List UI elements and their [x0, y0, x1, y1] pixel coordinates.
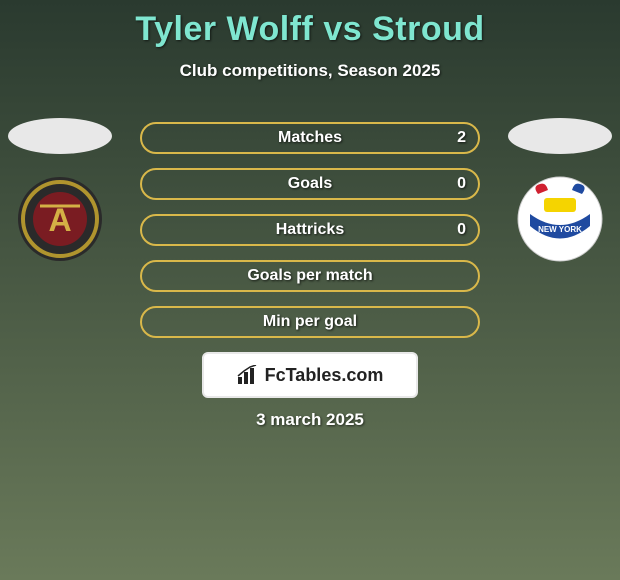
subtitle: Club competitions, Season 2025 [0, 61, 620, 81]
player-column-left: A [0, 118, 120, 262]
player-avatar-placeholder-right [508, 118, 612, 154]
stats-list: Matches 2 Goals 0 Hattricks 0 Goals per … [140, 122, 480, 352]
stat-label: Goals [288, 175, 332, 193]
stat-row-hattricks: Hattricks 0 [140, 214, 480, 246]
stat-row-min-per-goal: Min per goal [140, 306, 480, 338]
bar-chart-icon [237, 365, 261, 385]
stat-row-goals: Goals 0 [140, 168, 480, 200]
stat-label: Hattricks [276, 221, 344, 239]
stat-row-goals-per-match: Goals per match [140, 260, 480, 292]
player-avatar-placeholder-left [8, 118, 112, 154]
stat-value-right: 2 [457, 129, 466, 147]
page-title: Tyler Wolff vs Stroud [0, 0, 620, 49]
player-column-right: NEW YORK [500, 118, 620, 262]
club-badge-left-icon: A [10, 176, 110, 262]
club-badge-left: A [10, 176, 110, 262]
stat-value-right: 0 [457, 175, 466, 193]
brand-text: FcTables.com [265, 365, 384, 386]
date-text: 3 march 2025 [0, 410, 620, 430]
stat-label: Goals per match [247, 267, 372, 285]
infographic-card: Tyler Wolff vs Stroud Club competitions,… [0, 0, 620, 580]
brand-box: FcTables.com [202, 352, 418, 398]
svg-text:NEW YORK: NEW YORK [538, 225, 582, 234]
club-badge-right: NEW YORK [510, 176, 610, 262]
stat-label: Matches [278, 129, 342, 147]
stat-value-right: 0 [457, 221, 466, 239]
club-badge-right-icon: NEW YORK [510, 176, 610, 262]
stat-label: Min per goal [263, 313, 357, 331]
stat-row-matches: Matches 2 [140, 122, 480, 154]
